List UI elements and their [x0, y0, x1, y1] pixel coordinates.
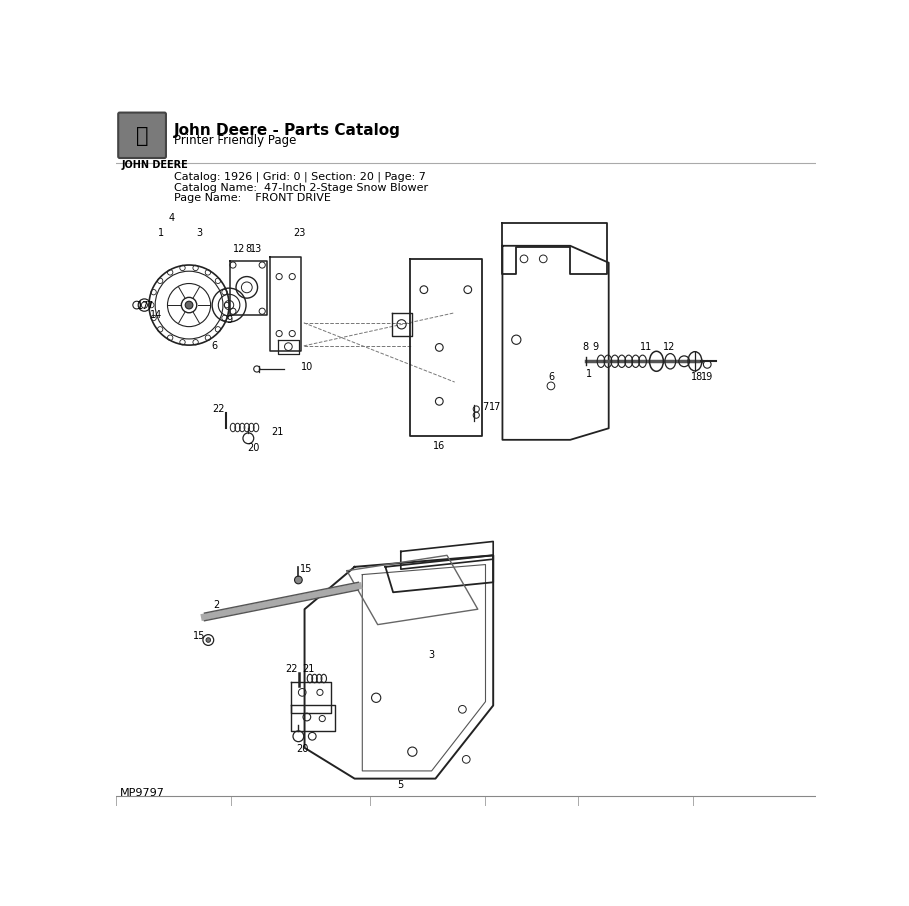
Text: Page Name:    FRONT DRIVE: Page Name: FRONT DRIVE — [174, 193, 331, 204]
Text: 15: 15 — [193, 631, 205, 641]
Text: 16: 16 — [434, 441, 445, 451]
Text: 5: 5 — [397, 780, 404, 790]
Text: 21: 21 — [302, 663, 315, 673]
Text: Catalog Name:  47-Inch 2-Stage Snow Blower: Catalog Name: 47-Inch 2-Stage Snow Blowe… — [174, 183, 428, 193]
Text: 23: 23 — [293, 228, 305, 238]
Text: Catalog: 1926 | Grid: 0 | Section: 20 | Page: 7: Catalog: 1926 | Grid: 0 | Section: 20 | … — [174, 172, 425, 182]
Text: JOHN DEERE: JOHN DEERE — [122, 160, 189, 170]
Circle shape — [185, 301, 193, 309]
Text: 4: 4 — [168, 213, 175, 223]
Text: 20: 20 — [246, 442, 259, 452]
Text: 🦌: 🦌 — [135, 127, 148, 147]
Text: 20: 20 — [296, 745, 308, 755]
Text: 12: 12 — [663, 342, 675, 352]
Circle shape — [295, 576, 302, 583]
Text: 9: 9 — [226, 315, 233, 325]
Text: 9: 9 — [593, 342, 599, 352]
Text: 22: 22 — [285, 663, 298, 673]
Text: 1: 1 — [157, 228, 164, 238]
Text: MP9797: MP9797 — [120, 788, 165, 798]
Text: John Deere - Parts Catalog: John Deere - Parts Catalog — [174, 122, 401, 138]
Text: 3: 3 — [196, 228, 202, 238]
Text: 8: 8 — [583, 342, 589, 352]
Text: 6: 6 — [212, 341, 217, 351]
Text: 8: 8 — [245, 244, 252, 254]
Text: 19: 19 — [701, 371, 714, 381]
Text: 22: 22 — [212, 404, 225, 414]
Text: 17: 17 — [136, 301, 149, 311]
Text: 12: 12 — [233, 244, 245, 254]
Text: 13: 13 — [250, 244, 262, 254]
Text: 7: 7 — [146, 301, 153, 311]
Circle shape — [206, 638, 211, 642]
Text: 3: 3 — [428, 651, 435, 660]
Text: 14: 14 — [150, 310, 162, 320]
Text: 17: 17 — [488, 402, 501, 412]
Text: 10: 10 — [301, 362, 313, 372]
Text: 21: 21 — [272, 427, 284, 437]
Text: 15: 15 — [300, 564, 313, 574]
Text: 6: 6 — [548, 371, 554, 381]
Text: 2: 2 — [213, 601, 219, 611]
Text: 18: 18 — [691, 371, 704, 381]
Text: 1: 1 — [586, 370, 593, 380]
Text: 7: 7 — [483, 402, 489, 412]
FancyBboxPatch shape — [118, 112, 166, 158]
Text: Printer Friendly Page: Printer Friendly Page — [174, 134, 296, 147]
Text: 11: 11 — [640, 342, 652, 352]
